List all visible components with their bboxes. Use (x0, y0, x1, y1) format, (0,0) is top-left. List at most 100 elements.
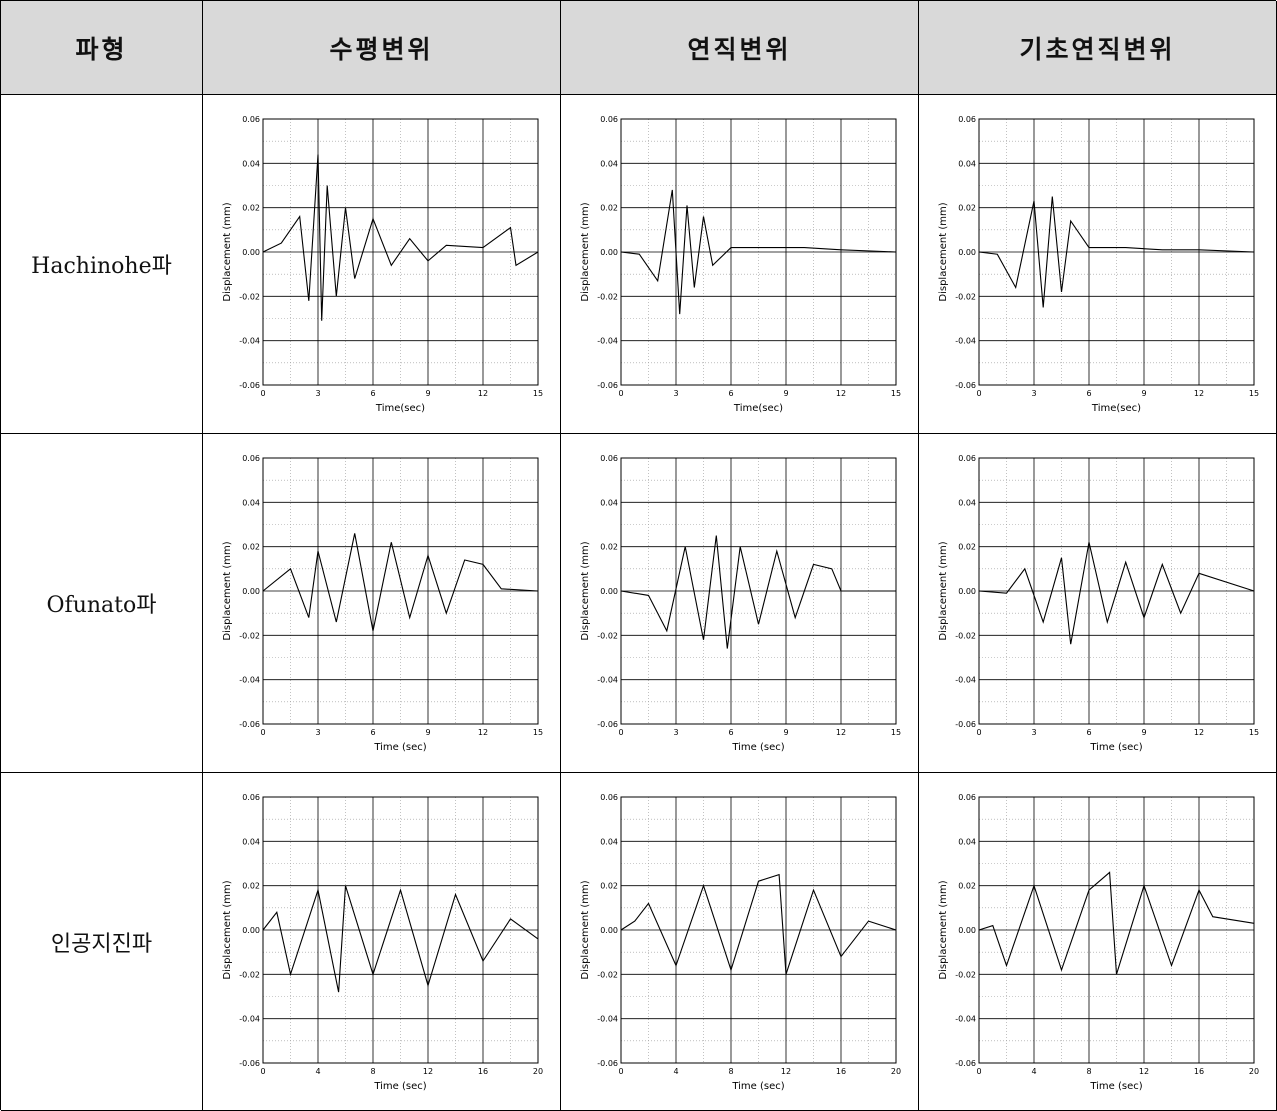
y-tick-label: 0.00 (958, 587, 976, 596)
y-tick-label: 0.02 (958, 204, 976, 213)
y-tick-label: 0.02 (958, 882, 976, 891)
y-tick-label: 0.02 (242, 543, 260, 552)
x-tick-label: 3 (1031, 728, 1036, 737)
x-tick-label: 15 (891, 728, 901, 737)
x-axis-label: Time (sec) (731, 1081, 784, 1092)
header-cell: 연직변위 (561, 1, 919, 95)
y-tick-label: -0.04 (597, 1015, 618, 1024)
x-tick-label: 4 (1031, 1067, 1036, 1076)
x-axis-label: Time (sec) (373, 742, 426, 753)
chart-cell: 0 3 6 9 12 15 -0.06 -0.04 -0.02 0.00 0.02 0.04 0.06 T… (561, 95, 919, 434)
y-tick-label: -0.06 (239, 381, 260, 390)
x-tick-label: 4 (315, 1067, 320, 1076)
y-tick-label: 0.00 (600, 926, 618, 935)
y-tick-label: -0.04 (597, 337, 618, 346)
chart-cell: 0 3 6 9 12 15 -0.06 -0.04 -0.02 0.00 0.02 0.04 0.06 T… (919, 434, 1277, 773)
y-tick-label: -0.06 (597, 720, 618, 729)
y-axis-label: Displacement (mm) (938, 202, 949, 301)
x-tick-label: 8 (370, 1067, 375, 1076)
y-tick-label: 0.00 (242, 248, 260, 257)
y-tick-label: 0.04 (600, 498, 618, 507)
y-tick-label: -0.04 (597, 676, 618, 685)
y-tick-label: -0.02 (955, 292, 976, 301)
row-label: Ofunato파 (1, 434, 203, 773)
data-series-line (978, 871, 1255, 975)
x-tick-label: 6 (1086, 728, 1091, 737)
x-tick-label: 0 (618, 1067, 623, 1076)
y-tick-label: 0.00 (600, 587, 618, 596)
x-tick-label: 12 (1194, 389, 1204, 398)
x-tick-label: 0 (976, 728, 981, 737)
y-axis-label: Displacement (mm) (222, 541, 233, 640)
y-axis-label: Displacement (mm) (580, 541, 591, 640)
y-tick-label: -0.04 (955, 337, 976, 346)
y-tick-label: 0.04 (958, 159, 976, 168)
x-tick-label: 0 (618, 728, 623, 737)
x-tick-label: 6 (370, 389, 375, 398)
data-series-line (620, 189, 897, 315)
y-tick-label: 0.04 (242, 159, 260, 168)
row-label: 인공지진파 (1, 773, 203, 1111)
x-tick-label: 3 (673, 389, 678, 398)
header-cell: 파형 (1, 1, 203, 95)
chart: 0 3 6 9 12 15 -0.06 -0.04 -0.02 0.00 0.02 0.04 0.06 T… (938, 115, 1259, 414)
x-tick-label: 0 (976, 1067, 981, 1076)
x-tick-label: 12 (1194, 728, 1204, 737)
data-series-line (978, 196, 1255, 308)
y-tick-label: -0.02 (955, 631, 976, 640)
y-tick-label: 0.02 (600, 543, 618, 552)
y-tick-label: 0.02 (600, 882, 618, 891)
x-tick-label: 15 (891, 389, 901, 398)
y-tick-label: -0.06 (955, 1059, 976, 1068)
x-tick-label: 16 (836, 1067, 846, 1076)
y-tick-label: -0.06 (239, 1059, 260, 1068)
x-tick-label: 16 (1194, 1067, 1204, 1076)
chart: 0 3 6 9 12 15 -0.06 -0.04 -0.02 0.00 0.02 0.04 0.06 T… (938, 454, 1259, 753)
y-tick-label: 0.00 (958, 248, 976, 257)
x-axis-label: Time (sec) (731, 742, 784, 753)
y-tick-label: 0.06 (600, 115, 618, 124)
x-tick-label: 0 (260, 389, 265, 398)
x-tick-label: 15 (533, 728, 543, 737)
x-tick-label: 9 (783, 728, 788, 737)
y-tick-label: -0.06 (955, 720, 976, 729)
y-tick-label: -0.02 (597, 631, 618, 640)
x-tick-label: 6 (728, 389, 733, 398)
y-tick-label: 0.06 (242, 454, 260, 463)
y-tick-label: -0.02 (597, 970, 618, 979)
x-tick-label: 0 (618, 389, 623, 398)
y-tick-label: 0.02 (242, 204, 260, 213)
y-tick-label: 0.04 (242, 837, 260, 846)
y-tick-label: 0.04 (600, 837, 618, 846)
x-tick-label: 6 (1086, 389, 1091, 398)
data-series-line (262, 533, 539, 632)
chart: 0 3 6 9 12 15 -0.06 -0.04 -0.02 0.00 0.02 0.04 0.06 T… (222, 454, 543, 753)
y-tick-label: 0.02 (958, 543, 976, 552)
y-tick-label: -0.02 (597, 292, 618, 301)
x-tick-label: 20 (891, 1067, 901, 1076)
y-tick-label: -0.04 (239, 1015, 260, 1024)
x-axis-label: Time(sec) (733, 403, 783, 414)
x-tick-label: 6 (728, 728, 733, 737)
x-tick-label: 12 (836, 389, 846, 398)
chart: 0 3 6 9 12 15 -0.06 -0.04 -0.02 0.00 0.02 0.04 0.06 T… (222, 115, 543, 414)
chart-cell: 0 3 6 9 12 15 -0.06 -0.04 -0.02 0.00 0.02 0.04 0.06 T… (561, 434, 919, 773)
x-tick-label: 12 (423, 1067, 433, 1076)
y-axis-label: Displacement (mm) (222, 880, 233, 979)
x-tick-label: 9 (1141, 389, 1146, 398)
x-tick-label: 9 (425, 389, 430, 398)
x-tick-label: 3 (315, 389, 320, 398)
chart-cell: 0 4 8 12 16 20 -0.06 -0.04 -0.02 0.00 0.02 0.04 0.06… (561, 773, 919, 1111)
y-tick-label: -0.02 (239, 970, 260, 979)
y-tick-label: 0.00 (242, 926, 260, 935)
y-axis-label: Displacement (mm) (938, 541, 949, 640)
y-tick-label: 0.04 (600, 159, 618, 168)
chart: 0 4 8 12 16 20 -0.06 -0.04 -0.02 0.00 0.02 0.04 0.06… (222, 793, 543, 1092)
header-cell: 기초연직변위 (919, 1, 1277, 95)
y-axis-label: Displacement (mm) (222, 202, 233, 301)
data-series-line (978, 542, 1255, 645)
x-tick-label: 9 (783, 389, 788, 398)
x-axis-label: Time (sec) (1089, 1081, 1142, 1092)
chart-cell: 0 3 6 9 12 15 -0.06 -0.04 -0.02 0.00 0.02 0.04 0.06 T… (203, 434, 561, 773)
x-tick-label: 3 (315, 728, 320, 737)
